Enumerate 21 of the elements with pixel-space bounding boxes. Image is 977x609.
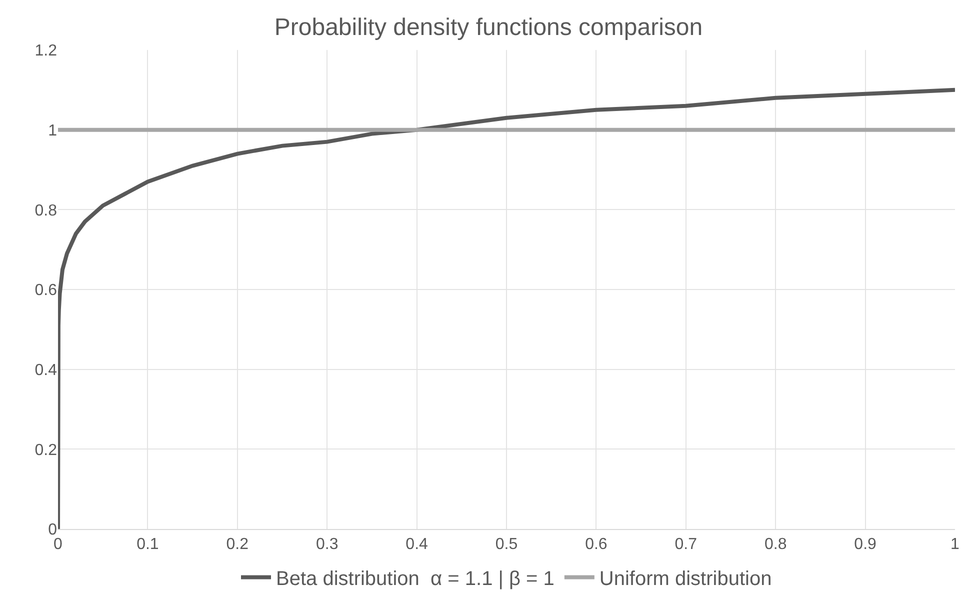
- x-tick-label: 0.9: [854, 536, 877, 554]
- y-tick-label: 0.2: [34, 442, 58, 459]
- chart-title: Probability density functions comparison: [274, 14, 703, 42]
- y-tick-label: 0.6: [34, 282, 58, 300]
- line-series: [58, 88, 955, 529]
- x-tick-label: 1: [950, 536, 960, 554]
- legend-label: Beta distribution α = 1.1 | β = 1: [276, 568, 554, 590]
- y-tick-label: 1: [48, 122, 58, 140]
- legend-label: Uniform distribution: [599, 568, 772, 590]
- x-tick-label: 0.2: [226, 536, 249, 554]
- x-tick-label: 0.3: [316, 536, 338, 554]
- y-tick-label: 0.8: [34, 202, 58, 220]
- x-tick-label: 0.1: [136, 536, 159, 554]
- x-tick-label: 0.7: [674, 536, 698, 554]
- y-tick-label: 0.4: [34, 362, 58, 379]
- y-tick-label: 0: [48, 522, 58, 539]
- x-tick-label: 0.6: [585, 536, 608, 554]
- x-tick-label: 0.5: [495, 536, 518, 554]
- x-tick-label: 0.8: [764, 536, 787, 554]
- y-tick-label: 1.2: [34, 42, 58, 60]
- x-tick-label: 0.4: [406, 536, 428, 554]
